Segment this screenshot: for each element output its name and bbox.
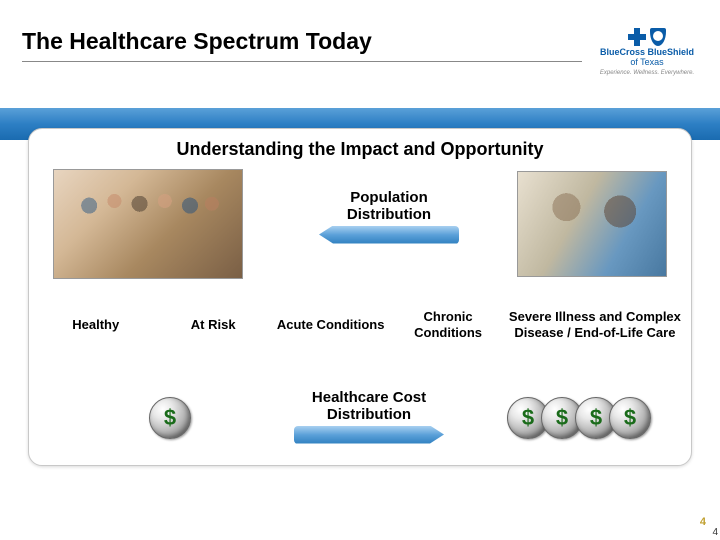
category-at-risk: At Risk: [154, 317, 271, 333]
coin-right-group: $ $ $ $: [507, 397, 651, 439]
coin-icon: $: [609, 397, 651, 439]
slide-title: The Healthcare Spectrum Today: [22, 28, 582, 62]
brand-line2: of Texas: [592, 58, 702, 68]
population-image: [53, 169, 243, 279]
pop-dist-line1: Population: [350, 189, 428, 206]
brand-tagline: Experience. Wellness. Everywhere.: [592, 70, 702, 76]
subtitle: Understanding the Impact and Opportunity: [29, 129, 691, 168]
brand-icons: [592, 28, 702, 46]
brand-logo: BlueCross BlueShield of Texas Experience…: [592, 28, 702, 76]
clinical-image: [517, 171, 667, 277]
arrow-left-icon: [319, 226, 459, 244]
cost-dist-line2: Distribution: [327, 406, 411, 423]
shield-icon: [650, 28, 666, 46]
coin-icon: $: [149, 397, 191, 439]
content-card: Understanding the Impact and Opportunity…: [28, 128, 692, 466]
category-acute: Acute Conditions: [272, 317, 389, 333]
category-severe: Severe Illness and Complex Disease / End…: [507, 309, 683, 340]
arrow-right-icon: [294, 426, 444, 444]
header: The Healthcare Spectrum Today BlueCross …: [0, 0, 720, 110]
coin-left: $: [149, 397, 191, 439]
cross-icon: [628, 28, 646, 46]
pop-dist-line2: Distribution: [347, 206, 431, 223]
population-distribution: Population Distribution: [309, 189, 469, 244]
category-healthy: Healthy: [37, 317, 154, 333]
slide: The Healthcare Spectrum Today BlueCross …: [0, 0, 720, 540]
pop-dist-label: Population Distribution: [309, 189, 469, 224]
category-chronic: Chronic Conditions: [389, 309, 506, 340]
cost-dist-line1: Healthcare Cost: [312, 389, 426, 406]
cost-dist-label: Healthcare Cost Distribution: [279, 389, 459, 424]
cost-distribution: Healthcare Cost Distribution: [279, 389, 459, 444]
page-number-corner: 4: [712, 527, 718, 538]
page-number: 4: [700, 516, 706, 528]
category-row: Healthy At Risk Acute Conditions Chronic…: [29, 309, 691, 340]
